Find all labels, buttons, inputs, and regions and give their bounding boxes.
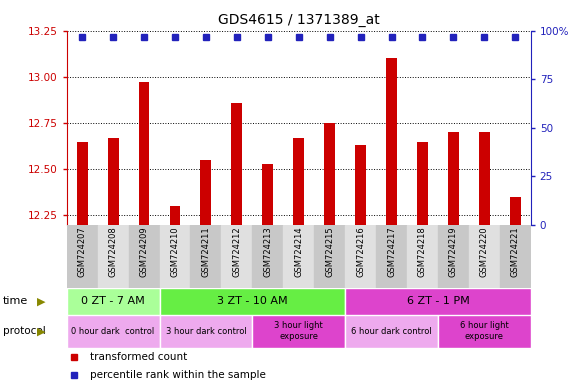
Bar: [283, 225, 314, 288]
Text: protocol: protocol: [3, 326, 46, 336]
Bar: [262, 164, 273, 225]
Bar: [293, 138, 304, 225]
Bar: [252, 225, 283, 288]
Text: GSM724214: GSM724214: [294, 227, 303, 277]
Bar: [160, 225, 190, 288]
Text: 6 hour dark control: 6 hour dark control: [351, 327, 432, 336]
Bar: [417, 142, 428, 225]
Text: time: time: [3, 296, 28, 306]
Text: 0 ZT - 7 AM: 0 ZT - 7 AM: [81, 296, 145, 306]
Bar: [345, 315, 438, 348]
Text: GSM724217: GSM724217: [387, 227, 396, 277]
Bar: [77, 142, 88, 225]
Text: GSM724220: GSM724220: [480, 227, 489, 277]
Text: percentile rank within the sample: percentile rank within the sample: [90, 370, 266, 380]
Bar: [252, 315, 345, 348]
Text: GSM724212: GSM724212: [233, 227, 241, 277]
Text: GSM724211: GSM724211: [201, 227, 211, 277]
Bar: [500, 225, 531, 288]
Text: GSM724209: GSM724209: [140, 227, 148, 277]
Bar: [97, 225, 129, 288]
Text: GSM724221: GSM724221: [511, 227, 520, 277]
Text: GSM724215: GSM724215: [325, 227, 334, 277]
Text: 6 ZT - 1 PM: 6 ZT - 1 PM: [407, 296, 469, 306]
Text: GSM724216: GSM724216: [356, 227, 365, 277]
Bar: [438, 315, 531, 348]
Text: GSM724210: GSM724210: [171, 227, 179, 277]
Bar: [386, 58, 397, 225]
Text: GSM724219: GSM724219: [449, 227, 458, 277]
Text: 3 hour dark control: 3 hour dark control: [165, 327, 246, 336]
Text: 3 hour light
exposure: 3 hour light exposure: [274, 321, 323, 341]
Bar: [345, 225, 376, 288]
Bar: [469, 225, 500, 288]
Text: transformed count: transformed count: [90, 352, 187, 362]
Bar: [169, 206, 180, 225]
Text: 0 hour dark  control: 0 hour dark control: [71, 327, 155, 336]
Text: ▶: ▶: [37, 326, 45, 336]
Bar: [376, 225, 407, 288]
Bar: [222, 225, 252, 288]
Bar: [139, 83, 150, 225]
Bar: [108, 138, 118, 225]
Bar: [67, 225, 97, 288]
Bar: [67, 315, 160, 348]
Text: GSM724218: GSM724218: [418, 227, 427, 277]
Text: 6 hour light
exposure: 6 hour light exposure: [460, 321, 509, 341]
Bar: [345, 288, 531, 315]
Text: GSM724213: GSM724213: [263, 227, 272, 277]
Bar: [355, 145, 366, 225]
Bar: [324, 123, 335, 225]
Bar: [510, 197, 521, 225]
Bar: [67, 288, 160, 315]
Bar: [160, 288, 345, 315]
Bar: [448, 132, 459, 225]
Bar: [231, 103, 242, 225]
Bar: [129, 225, 160, 288]
Text: ▶: ▶: [37, 296, 45, 306]
Bar: [438, 225, 469, 288]
Bar: [201, 160, 211, 225]
Text: GSM724207: GSM724207: [78, 227, 86, 277]
Bar: [479, 132, 490, 225]
Text: GSM724208: GSM724208: [108, 227, 118, 277]
Bar: [314, 225, 345, 288]
Title: GDS4615 / 1371389_at: GDS4615 / 1371389_at: [218, 13, 379, 27]
Bar: [160, 315, 252, 348]
Bar: [407, 225, 438, 288]
Bar: [190, 225, 222, 288]
Text: 3 ZT - 10 AM: 3 ZT - 10 AM: [217, 296, 288, 306]
